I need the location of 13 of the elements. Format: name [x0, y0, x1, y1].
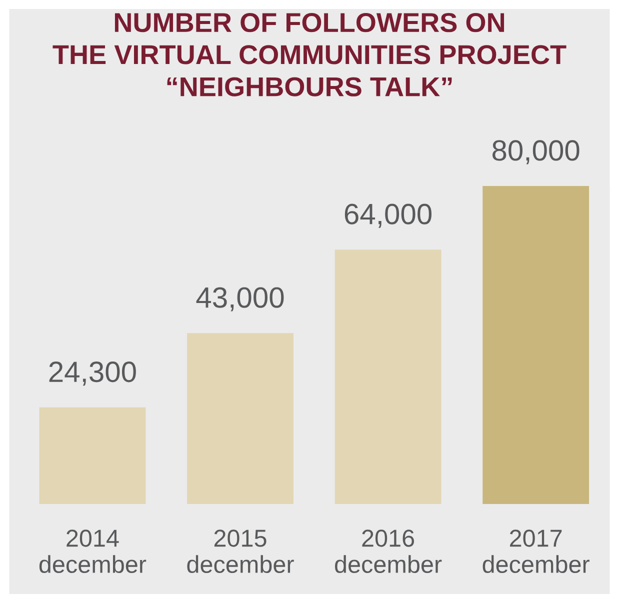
x-tick-label: 2014 december	[39, 530, 146, 574]
data-label: 80,000	[492, 140, 580, 164]
data-label: 64,000	[344, 204, 432, 228]
data-label: 43,000	[196, 287, 284, 312]
bar	[334, 250, 442, 504]
chart-title: NUMBER OF FOLLOWERS ON THE VIRTUAL COMMUNITIES PROJECT “NEIGHBOURS TALK”	[52, 12, 566, 96]
bar	[482, 186, 590, 504]
x-tick-label: 2015 december	[187, 530, 294, 574]
x-tick-label: 2017 december	[482, 530, 590, 574]
data-label: 24,300	[49, 362, 136, 386]
bar	[187, 333, 294, 504]
x-tick-label: 2016 december	[335, 530, 442, 574]
bar	[39, 407, 146, 504]
